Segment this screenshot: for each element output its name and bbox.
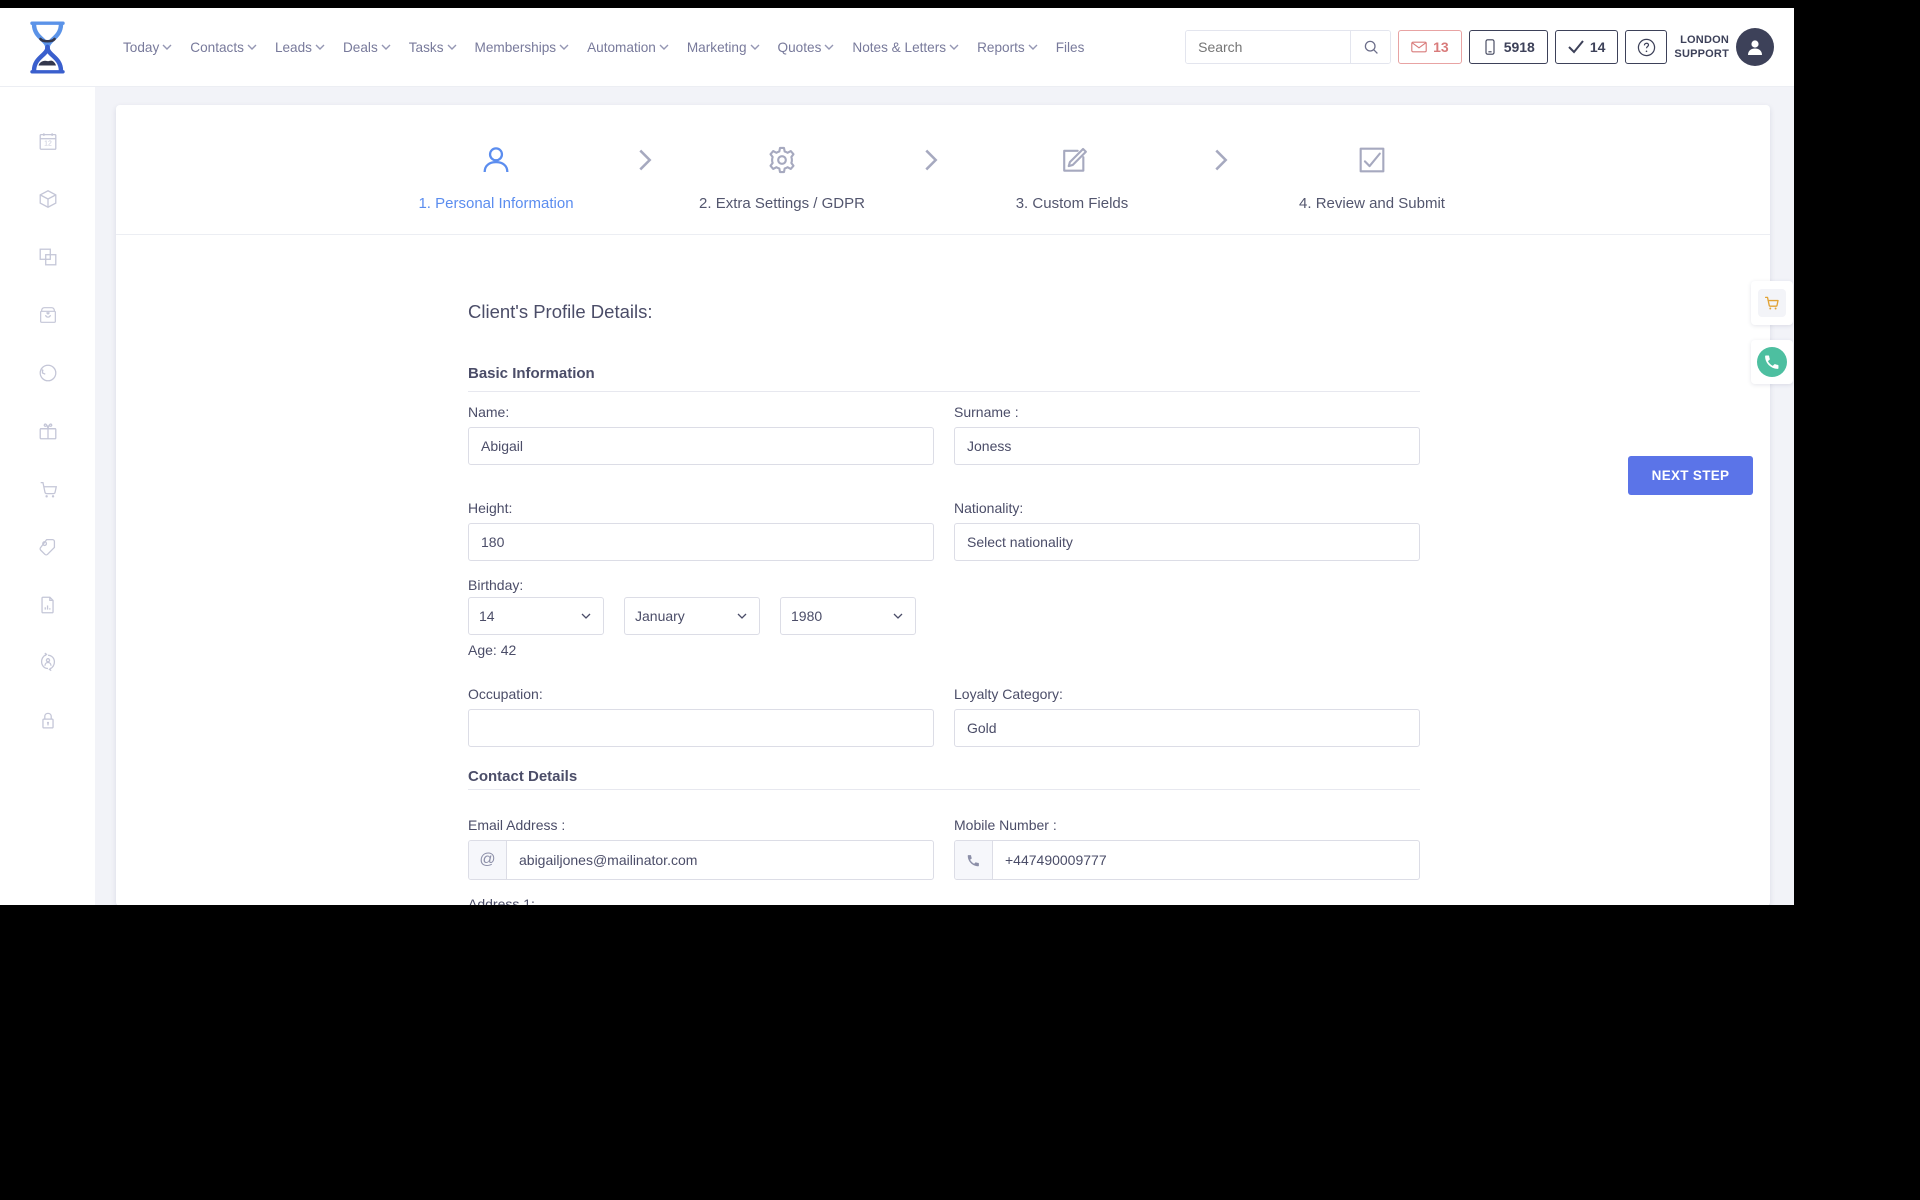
svg-text:12: 12 [44, 141, 52, 148]
